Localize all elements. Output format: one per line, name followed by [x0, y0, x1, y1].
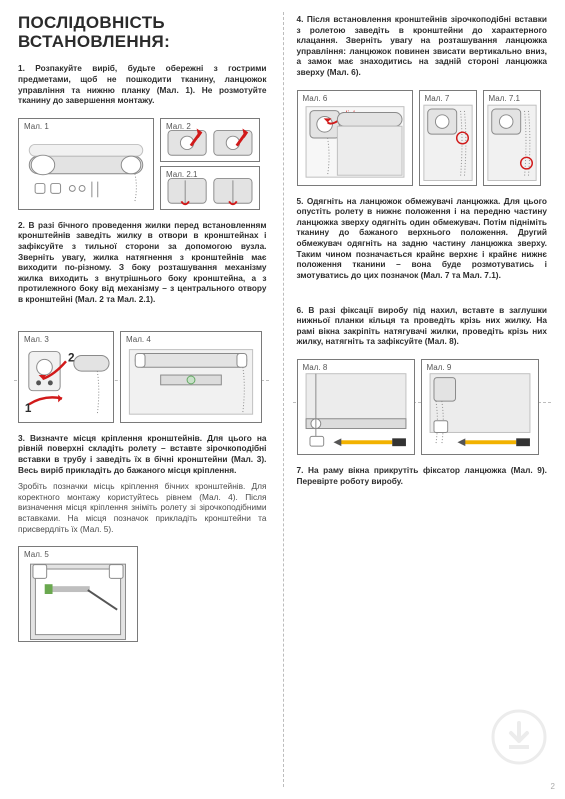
- fig-row-1: Мал. 1 Мал. 2: [18, 118, 267, 210]
- svg-text:1: 1: [25, 402, 32, 415]
- figure-7-1: Мал. 7.1: [483, 90, 541, 186]
- instruction-page: ПОСЛІДОВНІСТЬ ВСТАНОВЛЕННЯ: 1. Розпакуйт…: [0, 0, 565, 799]
- fig-row-2: Мал. 3 2 1 Мал. 4: [18, 331, 267, 423]
- figure-2-caption: Мал. 2: [166, 122, 191, 131]
- right-column: 4. Після встановлення кронштейнів зірочк…: [283, 0, 565, 799]
- step-7-text: 7. На раму вікна прикрутіть фіксатор лан…: [297, 465, 548, 486]
- step-2-text: 2. В разі бічного проведення жилки перед…: [18, 220, 267, 305]
- page-number: 2: [551, 782, 555, 791]
- figure-4: Мал. 4: [120, 331, 262, 423]
- figure-9-caption: Мал. 9: [427, 363, 452, 372]
- page-title: ПОСЛІДОВНІСТЬ ВСТАНОВЛЕННЯ:: [18, 14, 267, 51]
- watermark-icon: [491, 709, 547, 765]
- figure-7-1-caption: Мал. 7.1: [489, 94, 520, 103]
- figure-8: Мал. 8: [297, 359, 415, 455]
- figure-1: Мал. 1: [18, 118, 154, 210]
- left-column: ПОСЛІДОВНІСТЬ ВСТАНОВЛЕННЯ: 1. Розпакуйт…: [0, 0, 283, 799]
- figure-7-caption: Мал. 7: [425, 94, 450, 103]
- figure-4-caption: Мал. 4: [126, 335, 151, 344]
- figure-3: Мал. 3 2 1: [18, 331, 114, 423]
- figure-7: Мал. 7: [419, 90, 477, 186]
- step-6-text: 6. В разі фіксації виробу під нахил, вст…: [297, 305, 548, 347]
- step-4-text: 4. Після встановлення кронштейнів зірочк…: [297, 14, 548, 78]
- figure-6-caption: Мал. 6: [303, 94, 328, 103]
- figure-1-caption: Мал. 1: [24, 122, 49, 131]
- fig-row-5: Мал. 8 Мал. 9: [297, 359, 548, 455]
- figure-3-caption: Мал. 3: [24, 335, 49, 344]
- step-3b-text: Зробіть позначки місць кріплення бічних …: [18, 481, 267, 534]
- figure-5: Мал. 5: [18, 546, 138, 642]
- figure-5-caption: Мал. 5: [24, 550, 49, 559]
- fig-row-3: Мал. 5: [18, 546, 267, 642]
- figure-8-caption: Мал. 8: [303, 363, 328, 372]
- figure-6: Мал. 6 click: [297, 90, 413, 186]
- step-3-text: 3. Визначте місця кріплення кронштейнів.…: [18, 433, 267, 475]
- vertical-divider: [283, 12, 284, 787]
- figure-2-1-caption: Мал. 2.1: [166, 170, 197, 179]
- figure-9: Мал. 9: [421, 359, 539, 455]
- figure-2-1: Мал. 2.1: [160, 166, 260, 210]
- step-1-text: 1. Розпакуйте виріб, будьте обережні з г…: [18, 63, 267, 105]
- fig-row-4: Мал. 6 click Мал. 7: [297, 90, 548, 186]
- step-5-text: 5. Одягніть на ланцюжок обмежувачі ланцю…: [297, 196, 548, 281]
- figure-2: Мал. 2: [160, 118, 260, 162]
